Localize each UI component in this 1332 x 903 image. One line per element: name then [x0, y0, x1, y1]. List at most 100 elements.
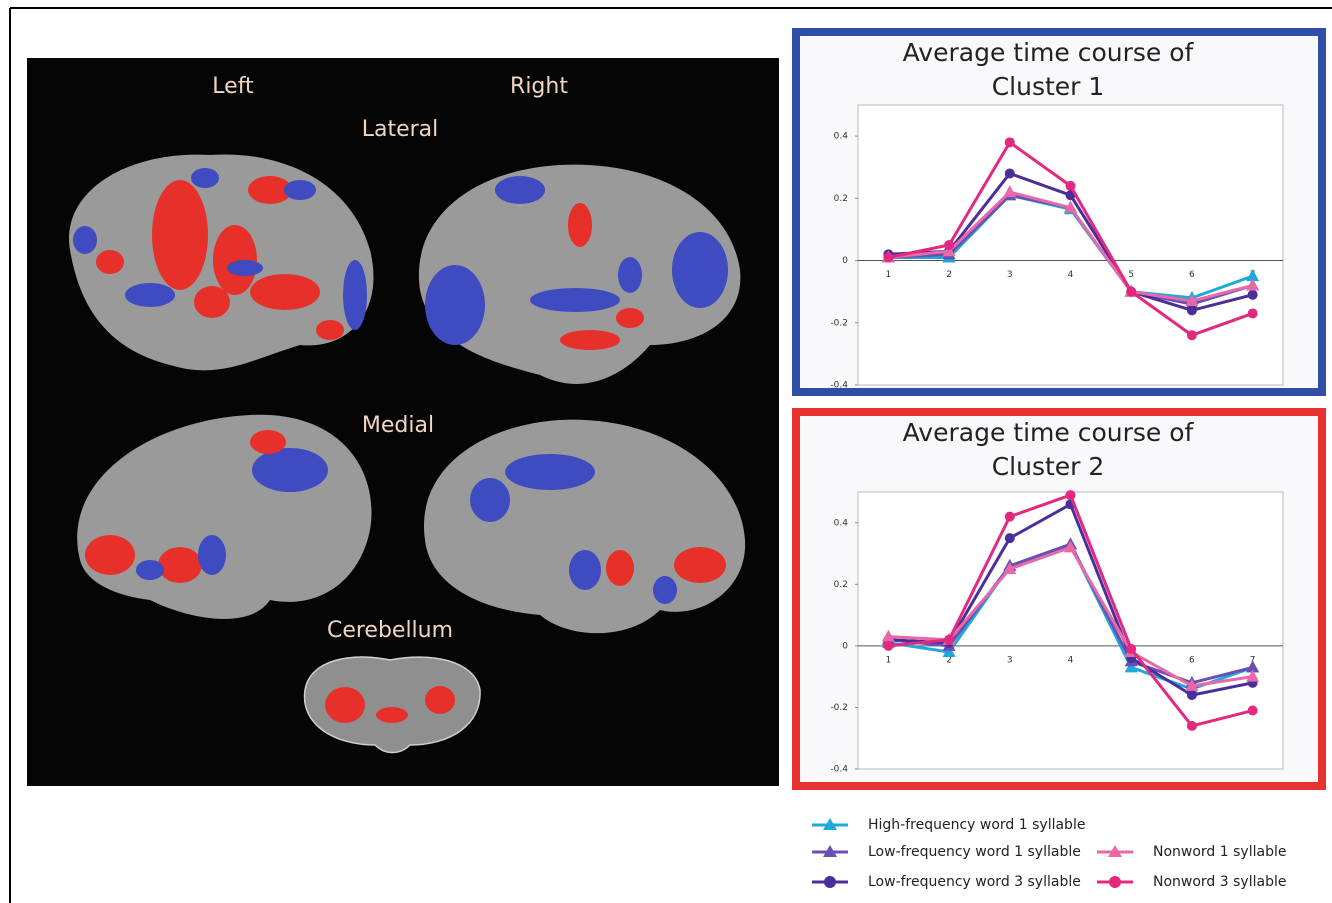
marker	[942, 645, 956, 658]
marker	[1246, 278, 1260, 291]
blob	[248, 176, 292, 204]
blob	[495, 176, 545, 204]
marker	[883, 640, 894, 651]
blob	[85, 535, 135, 575]
blob	[425, 265, 485, 345]
marker	[1004, 533, 1015, 544]
blob	[227, 260, 263, 276]
blob	[530, 288, 620, 312]
blob	[376, 707, 408, 723]
y-tick-label: 0.2	[834, 194, 848, 204]
plot-area	[857, 104, 1284, 386]
blob	[316, 320, 344, 340]
legend-label: Nonword 3 syllable	[1153, 874, 1286, 890]
blob	[213, 225, 257, 295]
y-tick-label: -0.2	[830, 703, 848, 713]
blob	[343, 260, 367, 330]
brain-surface	[303, 656, 481, 754]
marker	[942, 244, 956, 257]
brain-panel: Left Right Lateral Medial Cerebellum	[27, 58, 779, 786]
y-tick-label: 0	[842, 641, 848, 651]
marker	[881, 629, 895, 642]
marker	[1185, 678, 1199, 691]
blob	[250, 430, 286, 454]
marker	[1065, 490, 1076, 501]
y-tick-label: -0.4	[830, 381, 848, 391]
legend-label: Nonword 1 syllable	[1153, 844, 1286, 860]
marker	[944, 240, 955, 250]
brain-surface	[418, 164, 741, 384]
blob	[96, 250, 124, 274]
legend-marker	[824, 876, 836, 888]
marker	[1185, 294, 1199, 306]
panel-label: Medial	[362, 413, 434, 438]
blob	[252, 448, 328, 492]
blob	[191, 168, 219, 188]
marker	[1004, 168, 1015, 179]
blob	[674, 547, 726, 583]
legend-label: Low-frequency word 3 syllable	[868, 874, 1081, 890]
blob	[470, 478, 510, 522]
marker	[1126, 286, 1137, 297]
plot-area	[857, 491, 1284, 770]
blob	[560, 330, 620, 350]
marker	[1186, 690, 1197, 701]
blob	[653, 576, 677, 604]
x-tick-label: 1	[885, 270, 891, 280]
marker	[1124, 660, 1138, 673]
marker	[1003, 185, 1017, 198]
marker	[944, 634, 955, 645]
marker	[1064, 540, 1077, 553]
marker	[1004, 511, 1015, 522]
marker	[1003, 561, 1017, 574]
legend-marker	[1109, 876, 1121, 888]
marker	[1064, 200, 1077, 213]
x-tick-label: 5	[1128, 270, 1134, 280]
blob	[250, 274, 320, 310]
x-tick-label: 6	[1189, 270, 1195, 280]
x-tick-label: 3	[1007, 655, 1013, 665]
panel-label: Cerebellum	[327, 618, 453, 643]
marker	[1004, 137, 1015, 148]
y-tick-label: -0.4	[830, 765, 848, 775]
x-tick-label: 1	[885, 655, 891, 665]
panel-label: Lateral	[362, 117, 439, 142]
marker	[1247, 308, 1258, 319]
marker	[1247, 705, 1258, 716]
x-tick-label: 7	[1250, 655, 1256, 665]
blob	[198, 535, 226, 575]
blob	[325, 687, 365, 723]
legend-marker	[823, 845, 837, 857]
y-tick-label: 0.2	[834, 580, 848, 590]
blob	[569, 550, 601, 590]
blob	[194, 286, 230, 318]
marker	[1186, 720, 1197, 731]
marker	[1065, 180, 1076, 191]
blob	[425, 686, 455, 714]
x-tick-label: 2	[946, 655, 952, 665]
x-tick-label: 4	[1068, 270, 1074, 280]
x-tick-label: 3	[1007, 270, 1013, 280]
y-tick-label: 0.4	[834, 132, 849, 142]
blob	[152, 180, 208, 290]
blob	[136, 560, 164, 580]
marker	[1246, 269, 1260, 282]
y-tick-label: -0.2	[830, 318, 848, 328]
blob	[618, 257, 642, 293]
legend-label: High-frequency word 1 syllable	[868, 817, 1085, 833]
marker	[1186, 305, 1197, 316]
legend-label: Low-frequency word 1 syllable	[868, 844, 1081, 860]
blob	[158, 547, 202, 583]
blob	[284, 180, 316, 200]
marker	[883, 252, 894, 263]
x-tick-label: 4	[1068, 655, 1074, 665]
marker	[1126, 643, 1137, 654]
legend-marker	[1108, 845, 1122, 857]
chart-title: Average time course of Cluster 1	[902, 38, 1194, 101]
marker	[1246, 669, 1260, 682]
marker	[1246, 660, 1260, 673]
legend-marker	[823, 818, 837, 830]
x-tick-label: 6	[1189, 655, 1195, 665]
